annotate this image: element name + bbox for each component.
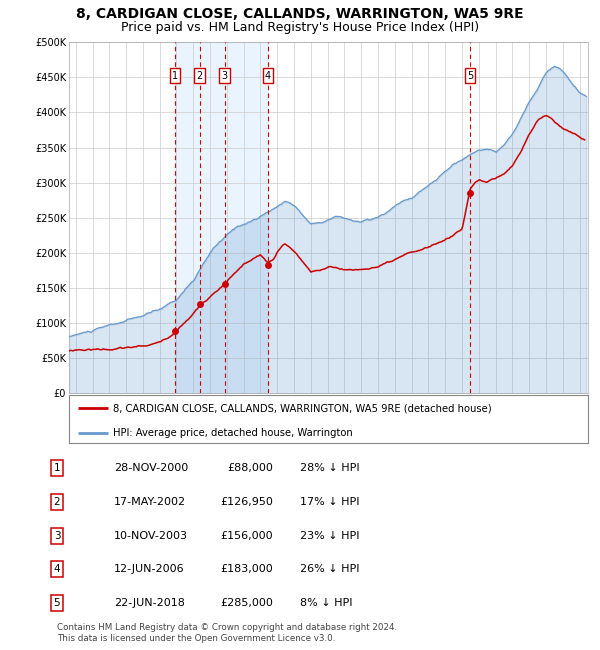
Text: £156,000: £156,000 — [220, 530, 273, 541]
Bar — [175, 42, 268, 393]
Text: 17-MAY-2002: 17-MAY-2002 — [114, 497, 186, 507]
Text: 17% ↓ HPI: 17% ↓ HPI — [300, 497, 359, 507]
Text: 8% ↓ HPI: 8% ↓ HPI — [300, 598, 353, 608]
Text: 2: 2 — [197, 71, 203, 81]
Text: £285,000: £285,000 — [220, 598, 273, 608]
Text: 23% ↓ HPI: 23% ↓ HPI — [300, 530, 359, 541]
Text: 3: 3 — [221, 71, 227, 81]
Text: HPI: Average price, detached house, Warrington: HPI: Average price, detached house, Warr… — [113, 428, 353, 437]
Text: 3: 3 — [53, 530, 61, 541]
Text: £126,950: £126,950 — [220, 497, 273, 507]
Text: 5: 5 — [53, 598, 61, 608]
Text: 2: 2 — [53, 497, 61, 507]
Text: 26% ↓ HPI: 26% ↓ HPI — [300, 564, 359, 575]
Text: 28-NOV-2000: 28-NOV-2000 — [114, 463, 188, 473]
Text: 12-JUN-2006: 12-JUN-2006 — [114, 564, 185, 575]
Text: 5: 5 — [467, 71, 473, 81]
Text: 1: 1 — [53, 463, 61, 473]
Text: 10-NOV-2003: 10-NOV-2003 — [114, 530, 188, 541]
Text: 1: 1 — [172, 71, 178, 81]
Text: 22-JUN-2018: 22-JUN-2018 — [114, 598, 185, 608]
Text: Price paid vs. HM Land Registry's House Price Index (HPI): Price paid vs. HM Land Registry's House … — [121, 21, 479, 34]
Text: Contains HM Land Registry data © Crown copyright and database right 2024.
This d: Contains HM Land Registry data © Crown c… — [57, 623, 397, 643]
Text: 4: 4 — [53, 564, 61, 575]
Text: 4: 4 — [265, 71, 271, 81]
Text: 8, CARDIGAN CLOSE, CALLANDS, WARRINGTON, WA5 9RE (detached house): 8, CARDIGAN CLOSE, CALLANDS, WARRINGTON,… — [113, 403, 492, 413]
Text: 28% ↓ HPI: 28% ↓ HPI — [300, 463, 359, 473]
Text: 8, CARDIGAN CLOSE, CALLANDS, WARRINGTON, WA5 9RE: 8, CARDIGAN CLOSE, CALLANDS, WARRINGTON,… — [76, 6, 524, 21]
Text: £183,000: £183,000 — [220, 564, 273, 575]
Text: £88,000: £88,000 — [227, 463, 273, 473]
